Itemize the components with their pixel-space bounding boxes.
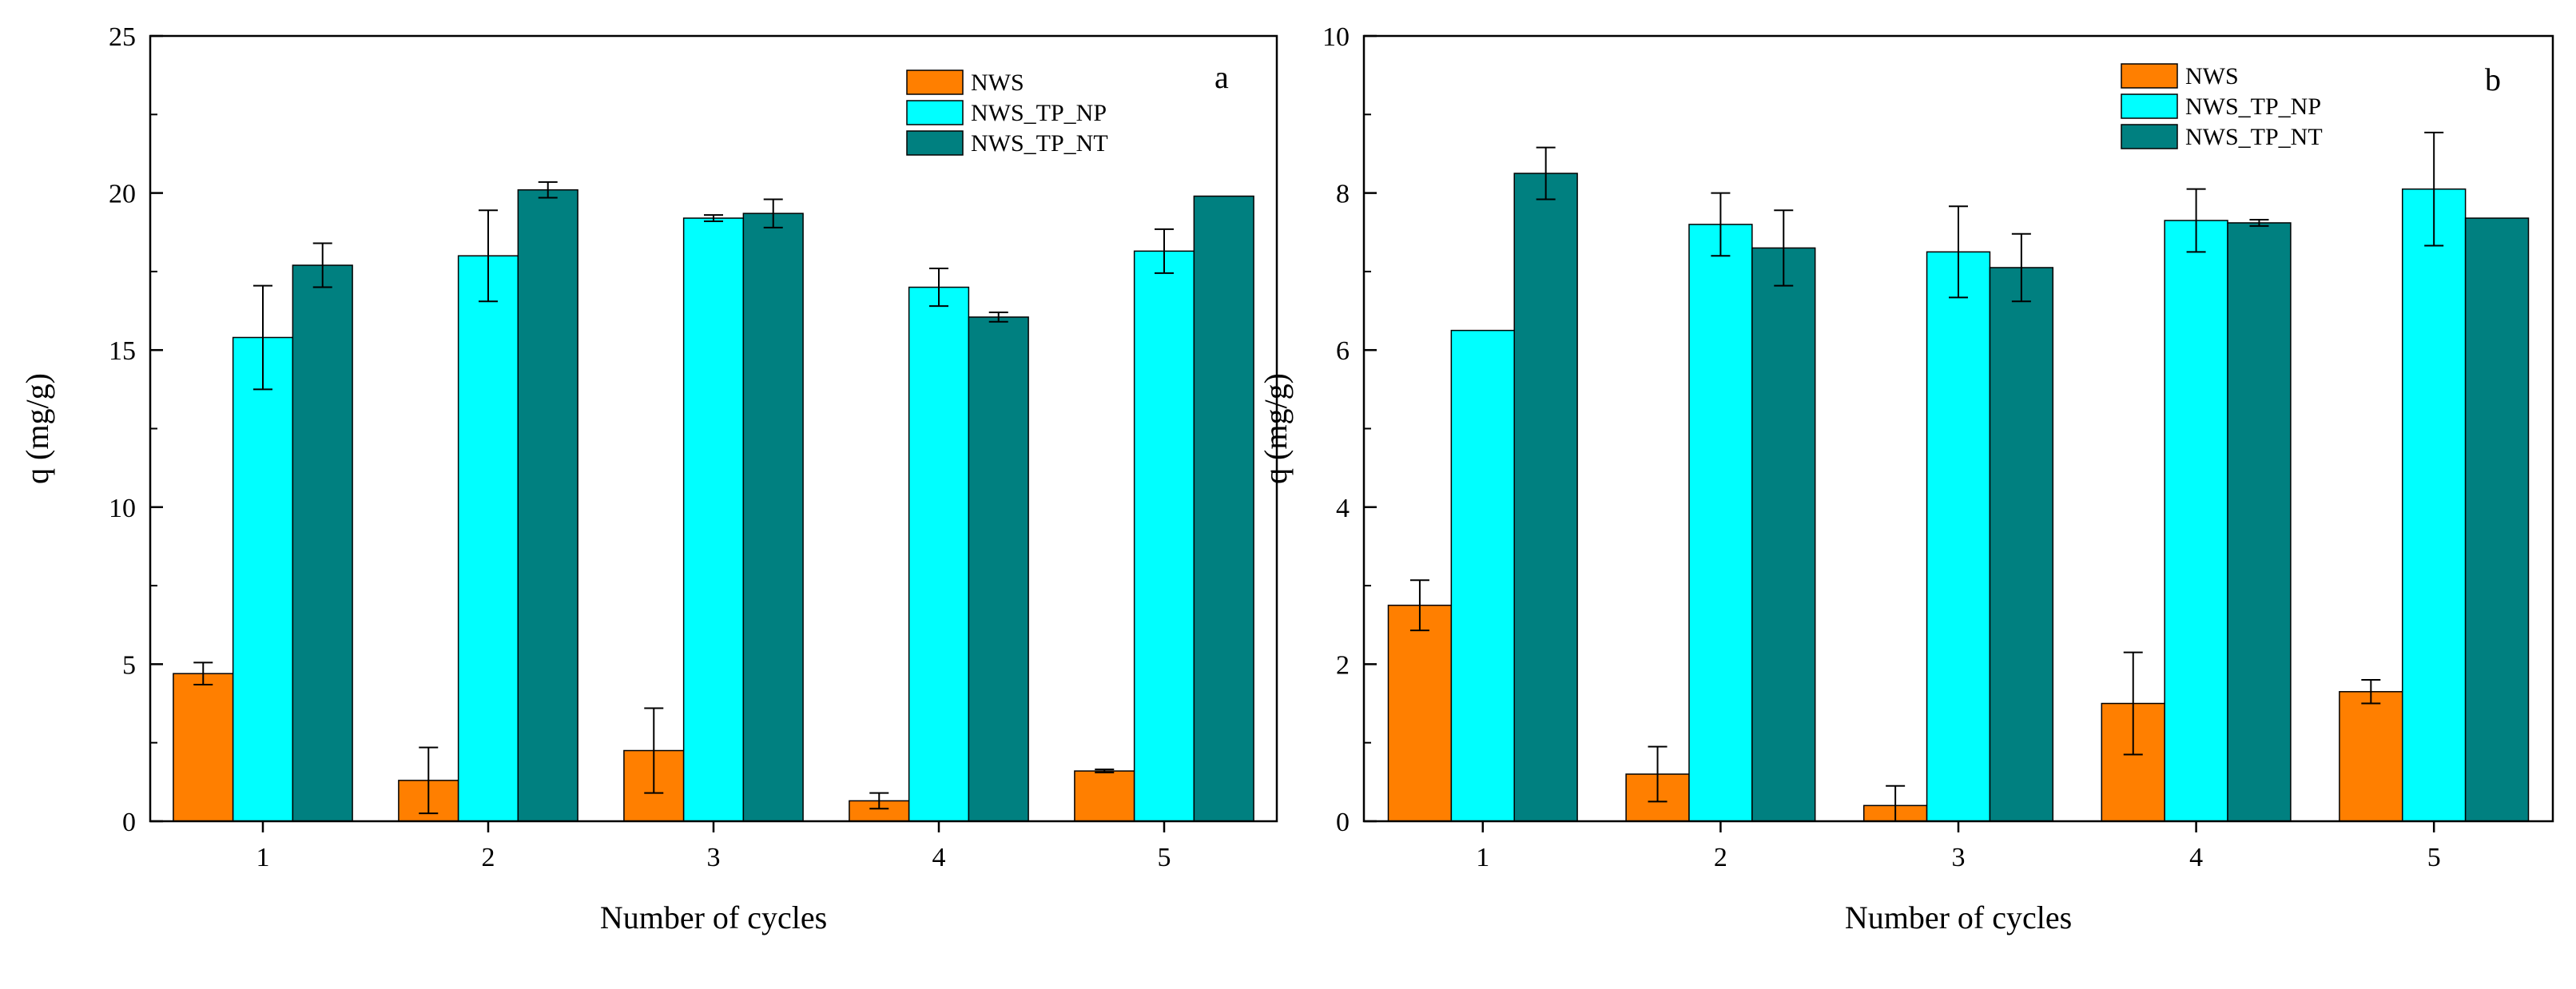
x-tick-label: 3: [707, 843, 721, 872]
bar-NWS_TP_NT-2: [1751, 247, 1816, 822]
x-tick-label: 2: [1714, 843, 1727, 872]
legend: NWS NWS_TP_NP NWS_TP_NT: [906, 70, 1108, 157]
x-tick-label: 4: [2189, 843, 2203, 872]
bar-NWS_TP_NT-5: [1193, 195, 1254, 822]
legend-label-NWS: NWS: [2185, 63, 2239, 89]
y-axis-title: q (mg/g): [19, 373, 55, 484]
panel-letter: b: [2485, 62, 2501, 97]
bar-NWS_TP_NP-4: [2164, 220, 2228, 822]
y-tick-label: 20: [109, 180, 136, 209]
y-tick-label: 15: [109, 336, 136, 366]
y-tick-label: 10: [109, 494, 136, 523]
y-tick-label: 10: [1322, 22, 1350, 52]
x-tick-label: 5: [1158, 843, 1171, 872]
legend-swatch-NWS_TP_NP: [2121, 93, 2178, 119]
x-tick-label: 4: [932, 843, 946, 872]
bar-NWS-1: [173, 673, 234, 822]
bar-NWS_TP_NP-1: [232, 336, 294, 822]
y-tick-label: 8: [1336, 180, 1350, 209]
bar-NWS_TP_NP-5: [1133, 250, 1195, 822]
x-tick-label: 3: [1952, 843, 1966, 872]
bar-NWS-1: [1387, 604, 1453, 822]
bar-NWS_TP_NP-4: [908, 286, 970, 822]
y-tick-label: 0: [122, 808, 136, 837]
legend-swatch-NWS_TP_NT: [2121, 124, 2178, 149]
y-tick-label: 2: [1336, 650, 1350, 680]
x-tick-label: 2: [482, 843, 495, 872]
x-tick-label: 1: [256, 843, 270, 872]
bar-NWS_TP_NT-2: [517, 189, 578, 822]
bar-NWS_TP_NT-1: [292, 264, 353, 822]
bar-NWS_TP_NP-3: [682, 217, 745, 822]
panel-letter: a: [1214, 59, 1229, 95]
bar-NWS-5: [1074, 770, 1135, 822]
bar-NWS_TP_NP-3: [1926, 251, 1991, 822]
legend-label-NWS_TP_NP: NWS_TP_NP: [2185, 93, 2321, 120]
bar-NWS_TP_NT-5: [2464, 217, 2530, 822]
bar-NWS_TP_NT-3: [742, 212, 804, 822]
legend-swatch-NWS_TP_NT: [906, 130, 964, 156]
x-axis-title: Number of cycles: [600, 900, 827, 935]
x-axis-title: Number of cycles: [1845, 900, 2072, 935]
y-tick-label: 0: [1336, 808, 1350, 837]
legend-swatch-NWS_TP_NP: [906, 100, 964, 125]
bar-NWS_TP_NT-4: [968, 316, 1029, 822]
bar-NWS_TP_NP-1: [1450, 329, 1515, 822]
bar-NWS_TP_NP-2: [1688, 224, 1753, 822]
legend-label-NWS_TP_NT: NWS_TP_NT: [971, 130, 1108, 157]
chart-panel-a: 0 5 10 15 20 25 1 2 3 4 5 Number of cycles q (mg/g) a…: [19, 22, 1278, 935]
legend-swatch-NWS: [2121, 63, 2178, 89]
y-tick-label: 5: [122, 650, 136, 680]
y-tick-label: 25: [109, 22, 136, 52]
legend-swatch-NWS: [906, 70, 964, 95]
legend-label-NWS_TP_NP: NWS_TP_NP: [971, 100, 1107, 126]
legend-label-NWS: NWS: [971, 70, 1024, 96]
bar-NWS_TP_NP-2: [457, 255, 519, 822]
bar-NWS_TP_NT-4: [2227, 222, 2292, 822]
x-tick-label: 5: [2427, 843, 2441, 872]
y-tick-label: 6: [1336, 336, 1350, 366]
legend: NWS NWS_TP_NP NWS_TP_NT: [2121, 63, 2323, 150]
bar-NWS_TP_NT-1: [1513, 173, 1578, 822]
bar-NWS_TP_NP-5: [2402, 188, 2467, 822]
x-tick-label: 1: [1476, 843, 1489, 872]
bar-NWS_TP_NT-3: [1989, 267, 2054, 822]
y-tick-label: 4: [1336, 494, 1350, 523]
bar-NWS-5: [2339, 691, 2403, 822]
legend-label-NWS_TP_NT: NWS_TP_NT: [2185, 124, 2323, 150]
y-axis-title: q (mg/g): [1258, 373, 1294, 484]
